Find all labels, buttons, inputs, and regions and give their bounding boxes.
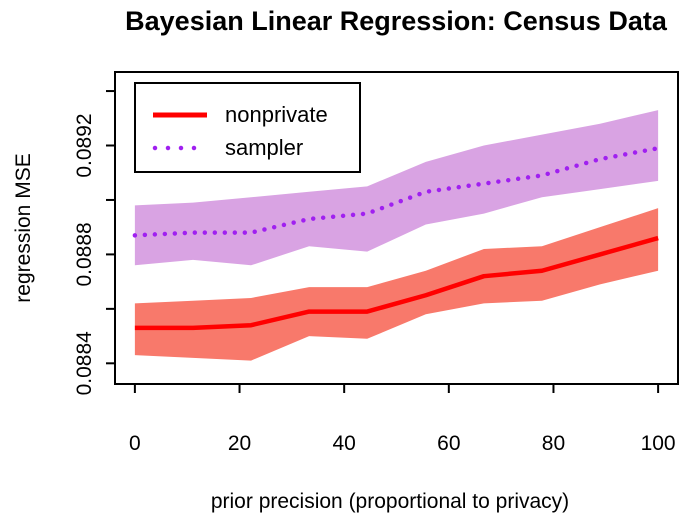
legend-label-sampler: sampler <box>225 135 303 160</box>
y-tick-label: 0.0884 <box>73 331 96 396</box>
chart-title: Bayesian Linear Regression: Census Data <box>125 6 668 36</box>
legend: nonprivate sampler <box>134 82 361 173</box>
series-nonprivate-line <box>134 235 659 331</box>
plot-box <box>114 71 679 385</box>
series-lines <box>132 145 661 331</box>
x-axis-label: prior precision (proportional to privacy… <box>211 490 569 513</box>
legend-label-nonprivate: nonprivate <box>225 102 328 127</box>
y-tick-label: 0.0888 <box>73 222 96 286</box>
legend-box <box>134 82 361 173</box>
axes: 0 20 40 60 80 100 0.0884 0.0888 0.0892 <box>73 71 679 455</box>
x-tick-label: 0 <box>129 432 141 455</box>
band-sampler <box>134 110 659 266</box>
x-tick-label: 20 <box>228 432 251 455</box>
y-tick-label: 0.0892 <box>73 113 96 177</box>
x-tick-label: 100 <box>641 432 676 455</box>
x-tick-label: 40 <box>332 432 355 455</box>
x-tick-label: 60 <box>437 432 460 455</box>
y-axis-label: regression MSE <box>12 153 35 302</box>
x-tick-label: 80 <box>542 432 565 455</box>
